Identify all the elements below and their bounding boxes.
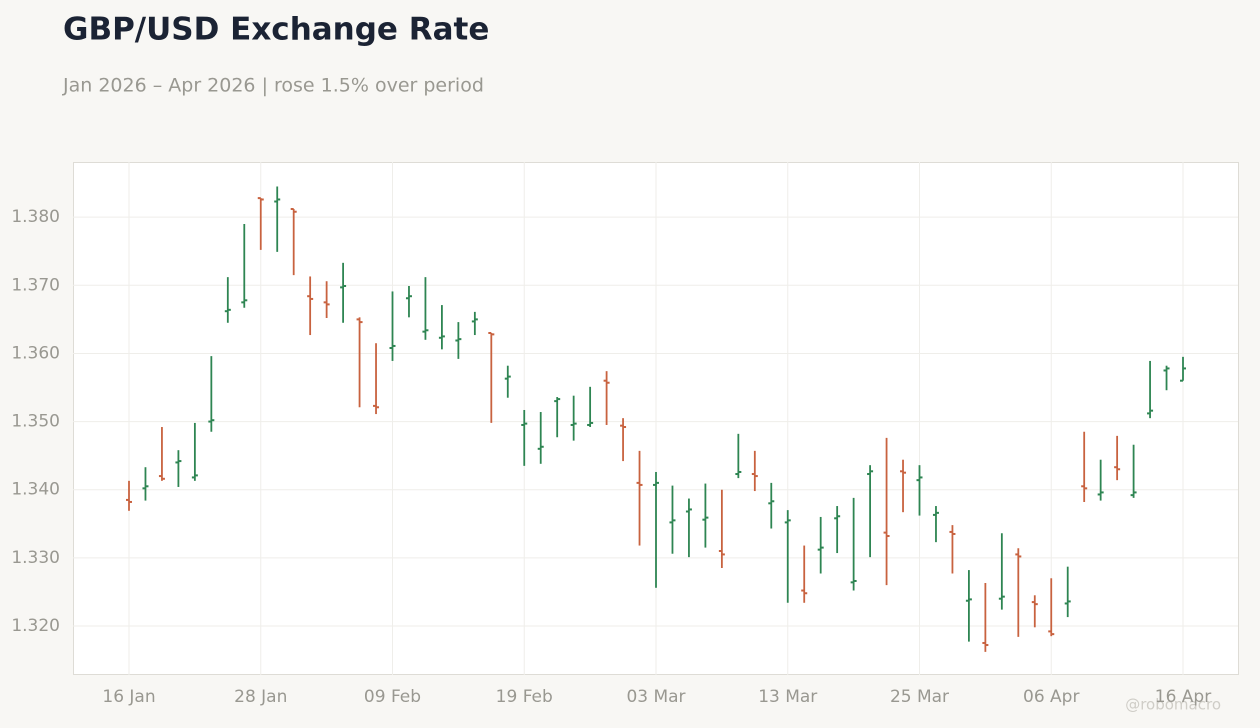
x-tick-label: 25 Mar [890,687,949,707]
chart-title: GBP/USD Exchange Rate [63,12,489,48]
x-tick-label: 06 Apr [1023,687,1079,707]
y-tick-label: 1.360 [11,343,60,363]
x-tick-label: 16 Jan [102,687,155,707]
y-tick-label: 1.320 [11,616,60,636]
x-tick-label: 28 Jan [234,687,287,707]
chart-subtitle: Jan 2026 – Apr 2026 | rose 1.5% over per… [62,75,484,97]
y-tick-label: 1.370 [11,275,60,295]
y-tick-label: 1.380 [11,207,60,227]
x-tick-label: 09 Feb [364,687,421,707]
x-tick-label: 19 Feb [496,687,553,707]
x-tick-label: 16 Apr [1155,687,1211,707]
watermark: @robomacro [1125,696,1221,714]
y-tick-label: 1.340 [11,480,60,500]
y-tick-label: 1.350 [11,412,60,432]
y-tick-label: 1.330 [11,548,60,568]
x-tick-label: 03 Mar [626,687,685,707]
x-tick-label: 13 Mar [758,687,817,707]
